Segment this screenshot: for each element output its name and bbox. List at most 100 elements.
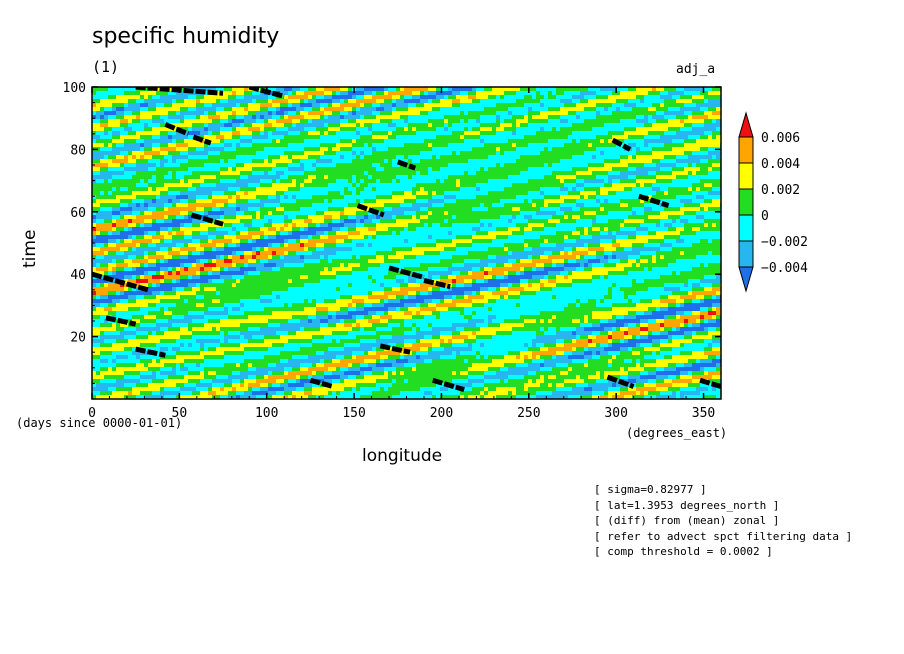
- field-cell: [284, 187, 288, 191]
- field-cell: [608, 167, 612, 171]
- field-cell: [568, 171, 572, 175]
- field-cell: [548, 99, 552, 103]
- field-cell: [640, 147, 644, 151]
- field-cell: [716, 187, 720, 191]
- field-cell: [624, 167, 628, 171]
- field-cell: [520, 123, 524, 127]
- field-cell: [712, 167, 716, 171]
- field-cell: [660, 199, 664, 203]
- field-cell: [372, 99, 376, 103]
- field-cell: [204, 207, 208, 211]
- field-cell: [264, 151, 268, 155]
- field-cell: [400, 119, 404, 123]
- field-cell: [328, 211, 332, 215]
- field-cell: [396, 171, 400, 175]
- field-cell: [408, 151, 412, 155]
- field-cell: [432, 207, 436, 211]
- field-cell: [592, 95, 596, 99]
- field-cell: [648, 203, 652, 207]
- field-cell: [140, 115, 144, 119]
- field-cell: [284, 199, 288, 203]
- field-cell: [516, 195, 520, 199]
- field-cell: [608, 175, 612, 179]
- field-cell: [620, 107, 624, 111]
- field-cell: [676, 123, 680, 127]
- field-cell: [372, 127, 376, 131]
- field-cell: [512, 171, 516, 175]
- field-cell: [648, 127, 652, 131]
- field-cell: [184, 103, 188, 107]
- field-cell: [544, 139, 548, 143]
- field-cell: [324, 195, 328, 199]
- field-cell: [464, 159, 468, 163]
- field-cell: [300, 195, 304, 199]
- field-cell: [212, 163, 216, 167]
- field-cell: [300, 163, 304, 167]
- field-cell: [556, 159, 560, 163]
- field-cell: [228, 183, 232, 187]
- field-cell: [688, 127, 692, 131]
- field-cell: [492, 119, 496, 123]
- field-cell: [656, 95, 660, 99]
- field-cell: [640, 143, 644, 147]
- field-cell: [612, 143, 616, 147]
- field-cell: [140, 91, 144, 95]
- field-cell: [280, 159, 284, 163]
- field-cell: [448, 171, 452, 175]
- field-cell: [148, 203, 152, 207]
- field-cell: [676, 159, 680, 163]
- field-cell: [288, 175, 292, 179]
- field-cell: [92, 207, 96, 211]
- field-cell: [232, 203, 236, 207]
- field-cell: [124, 151, 128, 155]
- field-cell: [708, 103, 712, 107]
- field-cell: [568, 95, 572, 99]
- field-cell: [364, 159, 368, 163]
- field-cell: [432, 111, 436, 115]
- field-cell: [596, 95, 600, 99]
- field-cell: [300, 183, 304, 187]
- field-cell: [568, 159, 572, 163]
- field-cell: [320, 143, 324, 147]
- field-cell: [216, 143, 220, 147]
- field-cell: [100, 99, 104, 103]
- field-cell: [676, 135, 680, 139]
- field-cell: [560, 183, 564, 187]
- field-cell: [404, 119, 408, 123]
- field-cell: [236, 107, 240, 111]
- field-cell: [692, 139, 696, 143]
- field-cell: [156, 139, 160, 143]
- field-cell: [184, 183, 188, 187]
- field-cell: [196, 183, 200, 187]
- field-cell: [292, 123, 296, 127]
- field-cell: [316, 207, 320, 211]
- field-cell: [112, 175, 116, 179]
- field-cell: [384, 203, 388, 207]
- field-cell: [484, 171, 488, 175]
- field-cell: [428, 163, 432, 167]
- field-cell: [472, 139, 476, 143]
- field-cell: [224, 203, 228, 207]
- field-cell: [696, 191, 700, 195]
- field-cell: [400, 111, 404, 115]
- field-cell: [472, 187, 476, 191]
- field-cell: [156, 143, 160, 147]
- field-cell: [272, 167, 276, 171]
- field-cell: [668, 163, 672, 167]
- field-cell: [160, 207, 164, 211]
- field-cell: [328, 187, 332, 191]
- field-cell: [208, 127, 212, 131]
- field-cell: [552, 111, 556, 115]
- field-cell: [332, 143, 336, 147]
- field-cell: [524, 151, 528, 155]
- field-cell: [288, 119, 292, 123]
- field-cell: [268, 139, 272, 143]
- field-cell: [104, 99, 108, 103]
- field-cell: [416, 155, 420, 159]
- field-cell: [332, 207, 336, 211]
- field-cell: [452, 143, 456, 147]
- field-cell: [160, 211, 164, 215]
- field-cell: [308, 175, 312, 179]
- field-cell: [204, 163, 208, 167]
- field-cell: [572, 103, 576, 107]
